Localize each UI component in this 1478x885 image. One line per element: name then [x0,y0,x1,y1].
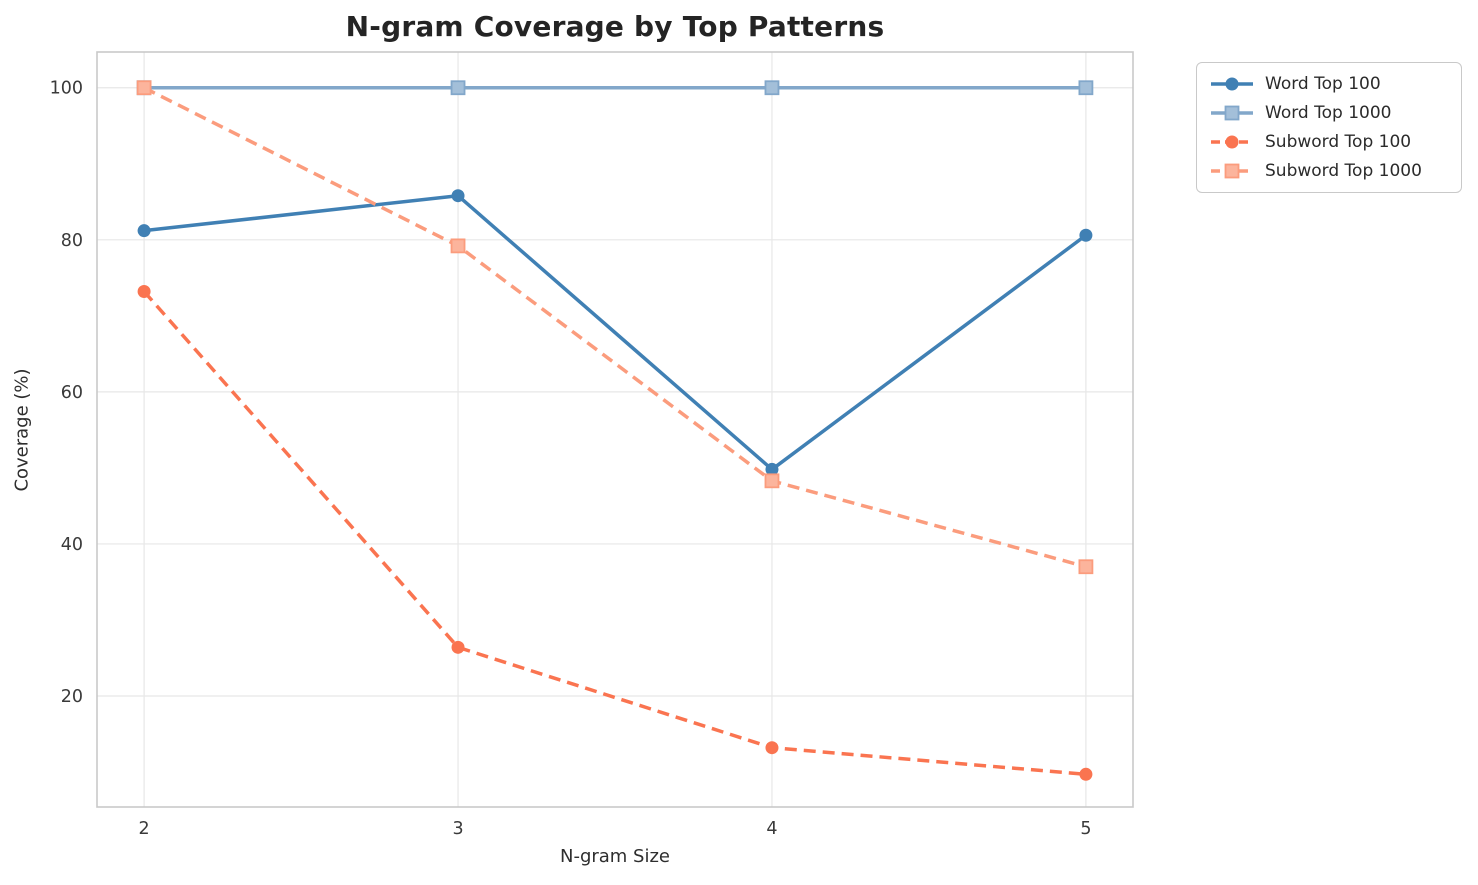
data-point-subword-top-1000 [450,238,466,254]
data-point-word-top-100 [137,224,151,238]
legend-label: Word Top 1000 [1265,102,1392,123]
data-point-subword-top-1000 [136,80,152,96]
data-point-subword-top-1000 [1078,559,1094,575]
data-point-subword-top-100 [451,640,465,654]
series-line-subword-top-1000 [143,86,1087,569]
data-point-subword-top-100 [137,285,151,299]
x-tick-label: 4 [766,819,777,839]
legend-label: Subword Top 1000 [1265,161,1422,182]
y-tick-label: 100 [50,79,83,99]
data-point-subword-top-1000 [764,473,780,489]
data-point-word-top-1000 [764,80,780,96]
data-point-word-top-1000 [450,80,466,96]
data-point-word-top-100 [765,462,779,476]
data-point-word-top-1000 [1078,80,1094,96]
x-tick-label: 5 [1080,819,1091,839]
legend-item: Subword Top 1000 [1209,160,1449,182]
data-point-subword-top-100 [1079,767,1093,781]
x-axis-label: N-gram Size [559,846,671,867]
legend-swatch-dashed-square-icon [1211,163,1253,179]
legend-swatch-dashed-circle-icon [1211,135,1253,149]
legend-item: Subword Top 100 [1209,131,1449,153]
y-tick-label: 80 [61,231,83,251]
plot-border [96,51,1134,808]
legend-swatch-solid-square-icon [1211,105,1253,121]
x-tick-label: 2 [139,819,150,839]
y-tick-label: 60 [61,383,83,403]
data-point-word-top-100 [1079,228,1093,242]
y-tick-label: 20 [61,687,83,707]
legend: Word Top 100 Word Top 1000 Subword Top 100… [1196,62,1462,193]
legend-swatch-solid-circle-icon [1211,77,1253,91]
chart-title: N-gram Coverage by Top Patterns [345,10,885,43]
series-line-subword-top-100 [142,290,1087,777]
data-point-word-top-100 [451,189,465,203]
x-tick-label: 3 [452,819,463,839]
data-point-subword-top-100 [765,741,779,755]
y-tick-label: 40 [61,535,83,555]
legend-item: Word Top 100 [1209,73,1449,95]
legend-label: Word Top 100 [1265,73,1381,94]
y-axis-label: Coverage (%) [11,368,33,492]
series-line-word-top-100 [143,193,1087,472]
legend-item: Word Top 1000 [1209,102,1449,124]
legend-label: Subword Top 100 [1265,132,1412,153]
